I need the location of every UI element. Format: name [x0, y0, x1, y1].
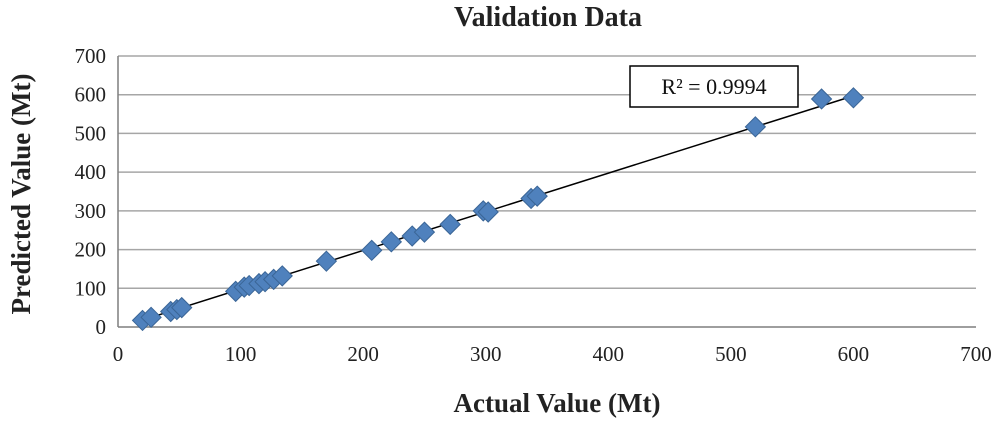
data-point	[140, 306, 162, 329]
x-tick-label: 700	[960, 342, 992, 366]
data-point	[477, 201, 499, 223]
data-point	[439, 213, 461, 236]
x-tick-label: 600	[838, 342, 870, 366]
data-point	[315, 250, 338, 272]
y-tick-label: 0	[96, 315, 107, 339]
y-tick-label: 300	[75, 199, 107, 223]
x-tick-label: 100	[225, 342, 257, 366]
x-tick-label: 300	[470, 342, 502, 366]
y-tick-label: 600	[75, 83, 107, 107]
y-tick-label: 200	[75, 238, 107, 262]
data-point	[361, 239, 383, 262]
x-axis-label: Actual Value (Mt)	[454, 388, 661, 418]
r-squared-box: R² = 0.9994	[629, 65, 799, 108]
y-tick-labels: 0 100 200 300 400 500 600 700	[75, 44, 107, 339]
x-tick-label: 400	[593, 342, 625, 366]
gridlines	[118, 55, 976, 290]
y-tick-label: 100	[75, 276, 107, 300]
x-tick-labels: 0 100 200 300 400 500 600 700	[113, 342, 992, 366]
data-point	[744, 116, 767, 138]
data-point	[380, 231, 403, 253]
axes	[117, 56, 976, 328]
r-squared-label: R² = 0.9994	[661, 74, 766, 99]
data-point	[810, 88, 833, 110]
chart-title: Validation Data	[454, 2, 642, 33]
y-axis-label: Predicted Value (Mt)	[6, 74, 36, 315]
data-point	[842, 87, 865, 109]
y-tick-label: 400	[75, 160, 107, 184]
data-points	[131, 87, 865, 332]
data-point	[171, 296, 193, 319]
y-tick-label: 500	[75, 121, 107, 145]
data-point	[271, 265, 293, 287]
x-tick-label: 0	[113, 342, 124, 366]
x-tick-label: 200	[347, 342, 379, 366]
x-tick-label: 500	[715, 342, 747, 366]
y-tick-label: 700	[75, 44, 107, 68]
data-point	[413, 221, 436, 243]
data-point	[526, 185, 548, 207]
